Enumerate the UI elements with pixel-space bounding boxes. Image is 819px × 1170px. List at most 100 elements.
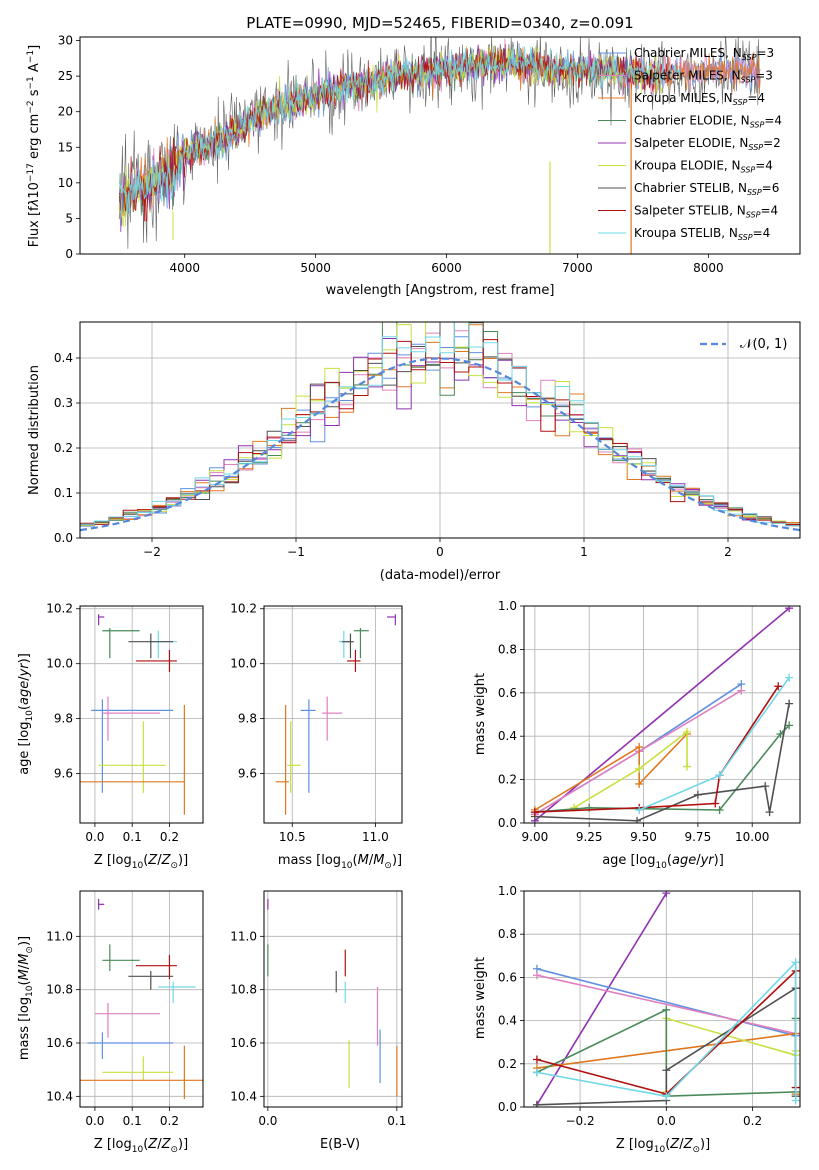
x-tick-label: 0.0 — [258, 1114, 277, 1128]
y-tick-label: 20 — [58, 105, 73, 119]
weight-z-xlabel: Z [log10(Z/Z⊙)] — [616, 1137, 710, 1155]
x-tick-label: 9.00 — [522, 830, 549, 844]
weight-series-line — [536, 960, 797, 1101]
histogram-ylabel: Normed distribution — [27, 365, 42, 495]
y-tick-label: 0.1 — [54, 486, 73, 500]
y-tick-label: 0.0 — [498, 816, 517, 830]
y-tick-label: 10.6 — [230, 1036, 257, 1050]
y-tick-label: 10.2 — [230, 602, 257, 616]
axes-frame — [79, 36, 801, 255]
legend-label: Kroupa MILES, NSSP=4 — [634, 91, 765, 107]
weight-marker — [761, 782, 770, 791]
y-tick-label: 10.0 — [46, 657, 73, 671]
y-tick-label: 10.8 — [230, 983, 257, 997]
y-tick-label: 10.8 — [46, 983, 73, 997]
mass-ebv-xlabel: E(B-V) — [320, 1137, 360, 1152]
weight-series-line — [573, 730, 688, 809]
y-tick-label: 0.0 — [54, 531, 73, 545]
x-tick-label: 0.1 — [123, 830, 142, 844]
axes-frame — [79, 890, 204, 1108]
weight-marker — [532, 1055, 541, 1064]
axes-frame — [79, 605, 204, 824]
axes-frame — [263, 605, 403, 824]
weight-series-line — [534, 703, 790, 822]
weight-marker — [791, 1096, 800, 1105]
y-tick-label: 15 — [58, 140, 73, 154]
legend-label: Chabrier MILES, NSSP=3 — [634, 46, 774, 62]
legend-label: Salpeter MILES, NSSP=3 — [634, 69, 773, 85]
y-tick-label: 0 — [65, 247, 73, 261]
plot-area — [118, 37, 761, 254]
x-tick-label: 10.00 — [735, 830, 769, 844]
y-tick-label: 0.4 — [498, 1014, 517, 1028]
y-tick-label: 9.6 — [54, 767, 73, 781]
x-tick-label: 8000 — [693, 261, 724, 275]
weight-marker — [662, 1092, 671, 1101]
weight-marker — [530, 808, 539, 817]
mass-z-ylabel: mass [log10(M/M⊙)] — [17, 936, 35, 1060]
weight-marker — [711, 799, 720, 808]
axes-frame — [79, 321, 801, 539]
weight-marker — [532, 971, 541, 980]
weight-marker — [682, 727, 691, 736]
age-vs-mass-panel: mass [log10(M/M⊙)] 10.5 11.0 9.6 9.8 10.0 10.… — [230, 602, 403, 871]
weight-marker — [785, 699, 794, 708]
legend-label: Salpeter STELIB, NSSP=4 — [634, 204, 778, 220]
y-tick-label: 0.6 — [498, 970, 517, 984]
y-tick-label: 11.0 — [46, 929, 73, 943]
x-tick-label: −0.2 — [565, 1114, 594, 1128]
spectrum-title: PLATE=0990, MJD=52465, FIBERID=0340, z=0… — [246, 14, 633, 32]
y-tick-label: 0.4 — [498, 729, 517, 743]
plot-area — [80, 614, 185, 815]
weight-marker — [635, 764, 644, 773]
x-tick-label: 0.0 — [657, 1114, 676, 1128]
x-tick-label: 0.0 — [85, 1114, 104, 1128]
y-tick-label: 30 — [58, 34, 73, 48]
x-tick-label: 0.1 — [123, 1114, 142, 1128]
y-tick-label: 1.0 — [498, 599, 517, 613]
y-tick-label: 1.0 — [498, 884, 517, 898]
weight-marker — [662, 891, 671, 898]
plot-area — [275, 614, 396, 815]
weight-series-line — [536, 974, 796, 1035]
x-tick-label: 9.25 — [576, 830, 603, 844]
y-tick-label: 10.4 — [46, 1089, 73, 1103]
legend-label: Kroupa STELIB, NSSP=4 — [634, 226, 770, 242]
x-tick-label: 2 — [724, 545, 732, 559]
weight-age-ylabel: mass weight — [473, 673, 488, 755]
y-tick-label: 9.8 — [238, 712, 257, 726]
y-tick-label: 25 — [58, 69, 73, 83]
y-tick-label: 0.8 — [498, 927, 517, 941]
legend-label: Kroupa ELODIE, NSSP=4 — [634, 159, 773, 175]
weight-marker — [635, 805, 644, 814]
y-tick-label: 0.0 — [498, 1100, 517, 1114]
y-tick-label: 0.2 — [498, 1057, 517, 1071]
x-tick-label: 9.50 — [630, 830, 657, 844]
weight-marker — [532, 1100, 541, 1107]
x-tick-label: 0 — [436, 545, 444, 559]
age-z-ylabel: age [log10(age/yr)] — [17, 653, 35, 775]
y-tick-label: 9.8 — [54, 712, 73, 726]
weight-marker — [737, 686, 746, 695]
age-z-xlabel: Z [log10(Z/Z⊙)] — [94, 853, 188, 871]
x-tick-label: 0.2 — [743, 1114, 762, 1128]
histogram-series — [80, 322, 800, 527]
weight-marker — [774, 682, 783, 691]
weight-marker — [765, 808, 774, 817]
weight-age-xlabel: age [log10(age/yr)] — [602, 853, 724, 871]
mass-vs-ebv-panel: E(B-V) 0.0 0.1 10.4 10.6 10.8 11.0 — [230, 890, 406, 1152]
x-tick-label: 0.0 — [85, 830, 104, 844]
weight-marker — [635, 743, 644, 752]
x-tick-label: 1 — [580, 545, 588, 559]
y-tick-label: 10.0 — [230, 657, 257, 671]
weight-marker — [693, 790, 702, 799]
x-tick-label: −1 — [287, 545, 305, 559]
x-tick-label: 4000 — [169, 261, 200, 275]
x-tick-label: 5000 — [300, 261, 331, 275]
residual-histogram-panel: (data-model)/error Normed distribution −… — [27, 321, 801, 583]
y-tick-label: 0.2 — [498, 773, 517, 787]
y-tick-label: 0.8 — [498, 642, 517, 656]
weight-marker — [662, 1005, 671, 1014]
y-tick-label: 9.6 — [238, 767, 257, 781]
